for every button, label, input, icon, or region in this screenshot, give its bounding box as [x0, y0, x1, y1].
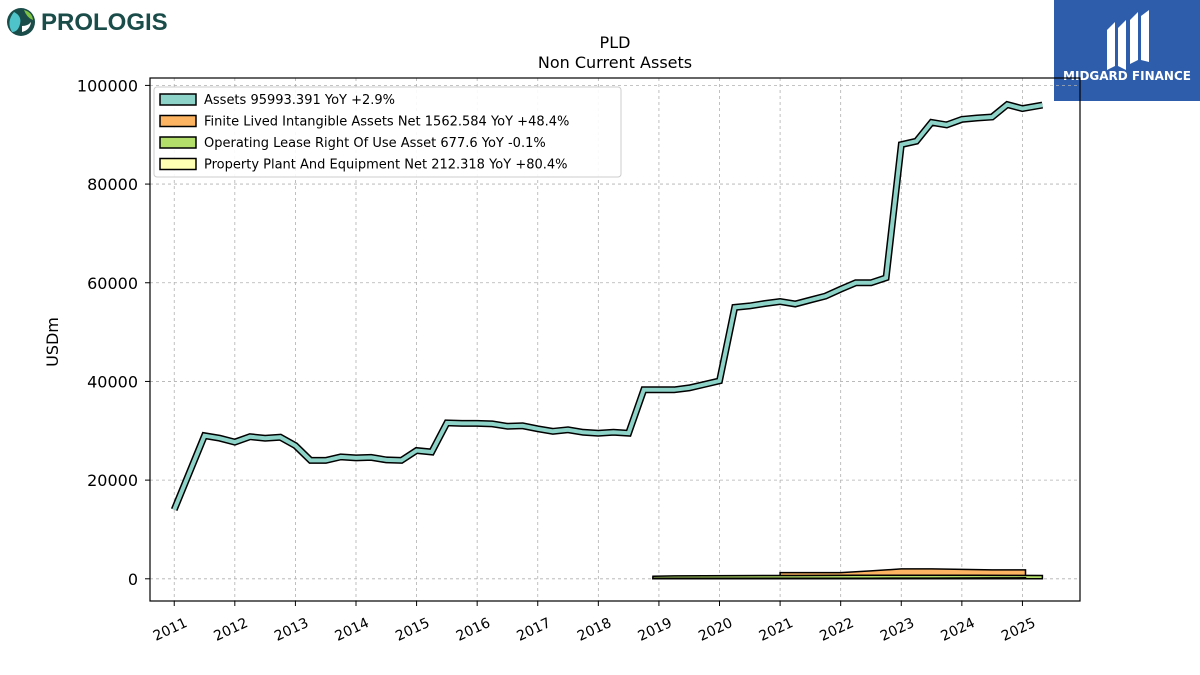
legend-box	[153, 86, 622, 178]
x-tick-label-2: 2013	[272, 615, 311, 645]
midgard-logo-text: MIDGARD FINANCE	[1063, 69, 1191, 83]
series-layer	[170, 100, 1044, 580]
x-tick-label-8: 2019	[636, 615, 675, 645]
x-tick-label-12: 2023	[878, 615, 917, 645]
x-tick-label-11: 2022	[817, 615, 856, 645]
x-tick-label-0: 2011	[151, 615, 190, 645]
x-tick-label-10: 2021	[757, 615, 796, 645]
midgard-finance-logo: MIDGARD FINANCE	[1054, 0, 1200, 101]
y-tick-label-2: 40000	[87, 372, 138, 391]
legend: Assets 95993.391 YoY +2.9% Finite Lived I…	[153, 86, 622, 178]
plot-frame	[149, 77, 1081, 602]
chart-title: PLD	[600, 33, 631, 52]
legend-label-0: Assets 95993.391 YoY +2.9%	[204, 93, 395, 108]
y-tick-label-0: 0	[128, 570, 138, 589]
legend-swatch-1	[159, 114, 197, 128]
x-tick-label-9: 2020	[696, 615, 735, 645]
legend-label-1: Finite Lived Intangible Assets Net 1562.…	[204, 115, 569, 130]
y-axis: 0 20000 40000 60000 80000 100000	[77, 76, 150, 589]
x-tick-label-7: 2018	[575, 615, 614, 645]
y-axis-label: USDm	[43, 317, 62, 367]
x-tick-label-13: 2024	[938, 615, 977, 645]
legend-label-2: Operating Lease Right Of Use Asset 677.6…	[204, 136, 546, 151]
prologis-logo: PROLOGIS	[4, 4, 194, 40]
legend-label-3: Property Plant And Equipment Net 212.318…	[204, 158, 568, 173]
chart-subtitle: Non Current Assets	[538, 53, 692, 72]
series-3	[652, 577, 1027, 580]
y-tick-label-1: 20000	[87, 471, 138, 490]
x-tick-label-5: 2016	[454, 615, 493, 645]
y-tick-label-5: 100000	[77, 76, 138, 95]
x-tick-label-14: 2025	[999, 615, 1038, 645]
series-0	[170, 100, 1044, 512]
y-tick-label-4: 80000	[87, 175, 138, 194]
midgard-mark-icon	[1107, 10, 1149, 70]
x-axis: 2011 2012 2013 2014 2015 2016 2017 2018 2019 2020…	[151, 601, 1038, 645]
x-tick-label-3: 2014	[333, 615, 372, 645]
y-tick-label-3: 60000	[87, 274, 138, 293]
legend-swatch-0	[159, 93, 197, 106]
legend-swatch-2	[159, 136, 197, 149]
x-tick-label-4: 2015	[393, 615, 432, 645]
prologis-logo-text: PROLOGIS	[41, 9, 168, 36]
legend-swatch-3	[159, 157, 197, 171]
x-tick-label-1: 2012	[211, 615, 250, 645]
series-area-3	[652, 577, 1027, 580]
globe-icon	[7, 8, 35, 36]
x-tick-label-6: 2017	[514, 615, 553, 645]
